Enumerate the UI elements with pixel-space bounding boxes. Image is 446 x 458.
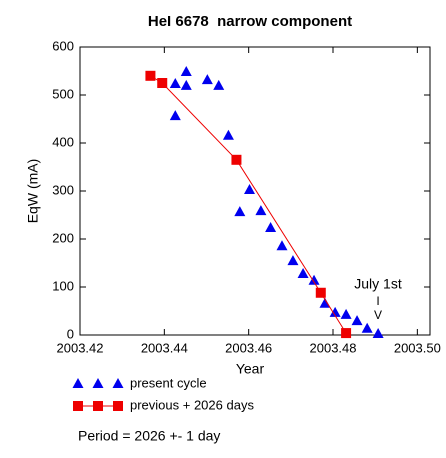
triangle-marker: [169, 110, 181, 121]
triangle-marker: [201, 74, 213, 85]
triangle-marker: [329, 306, 341, 317]
square-marker: [145, 70, 156, 81]
note: Period = 2026 +- 1 day: [78, 428, 220, 444]
triangle-marker: [319, 297, 331, 308]
triangle-marker: [361, 322, 373, 333]
triangle-marker: [372, 328, 384, 339]
triangle-marker: [287, 255, 299, 266]
x-tick-label: 2003.46: [225, 340, 272, 355]
triangle-marker: [276, 240, 288, 251]
legend-label: present cycle: [130, 375, 207, 390]
x-tick-label: 2003.50: [394, 340, 441, 355]
y-tick-label: 200: [52, 230, 74, 245]
x-tick-label: 2003.48: [310, 340, 357, 355]
y-tick-label: 100: [52, 278, 74, 293]
y-tick-label: 600: [52, 38, 74, 53]
y-tick-label: 400: [52, 134, 74, 149]
legend-marker: [73, 401, 83, 411]
y-tick-label: 0: [67, 326, 74, 341]
triangle-marker: [234, 206, 246, 217]
annotation: July 1st: [354, 276, 402, 292]
legend-label: previous + 2026 days: [130, 397, 254, 412]
triangle-marker: [180, 65, 192, 76]
square-marker: [315, 287, 326, 298]
legend-marker: [72, 378, 84, 388]
triangle-marker: [351, 315, 363, 326]
triangle-marker: [265, 221, 277, 232]
legend-marker: [93, 401, 103, 411]
triangle-marker: [297, 268, 309, 279]
triangle-marker: [213, 79, 225, 90]
square-marker: [231, 154, 242, 165]
triangle-marker: [222, 129, 234, 140]
annotation: V: [374, 308, 382, 322]
chart-title: HeI 6678 narrow component: [148, 13, 352, 30]
x-tick-label: 2003.42: [57, 340, 104, 355]
triangle-marker: [255, 205, 267, 216]
annotation: I: [376, 294, 379, 308]
legend-marker: [112, 378, 124, 388]
square-marker: [157, 78, 168, 88]
triangle-marker: [180, 79, 192, 90]
legend-marker: [92, 378, 104, 388]
x-axis-label: Year: [236, 361, 265, 377]
triangle-marker: [308, 274, 320, 285]
y-tick-label: 500: [52, 86, 74, 101]
x-tick-label: 2003.44: [141, 340, 188, 355]
legend-marker: [113, 401, 123, 411]
triangle-marker: [244, 184, 256, 195]
plot-frame: [79, 46, 431, 336]
y-axis-label: EqW (mA): [25, 159, 41, 224]
square-marker: [341, 328, 352, 339]
triangle-marker: [340, 308, 352, 319]
y-tick-label: 300: [52, 182, 74, 197]
triangle-marker: [169, 77, 181, 88]
